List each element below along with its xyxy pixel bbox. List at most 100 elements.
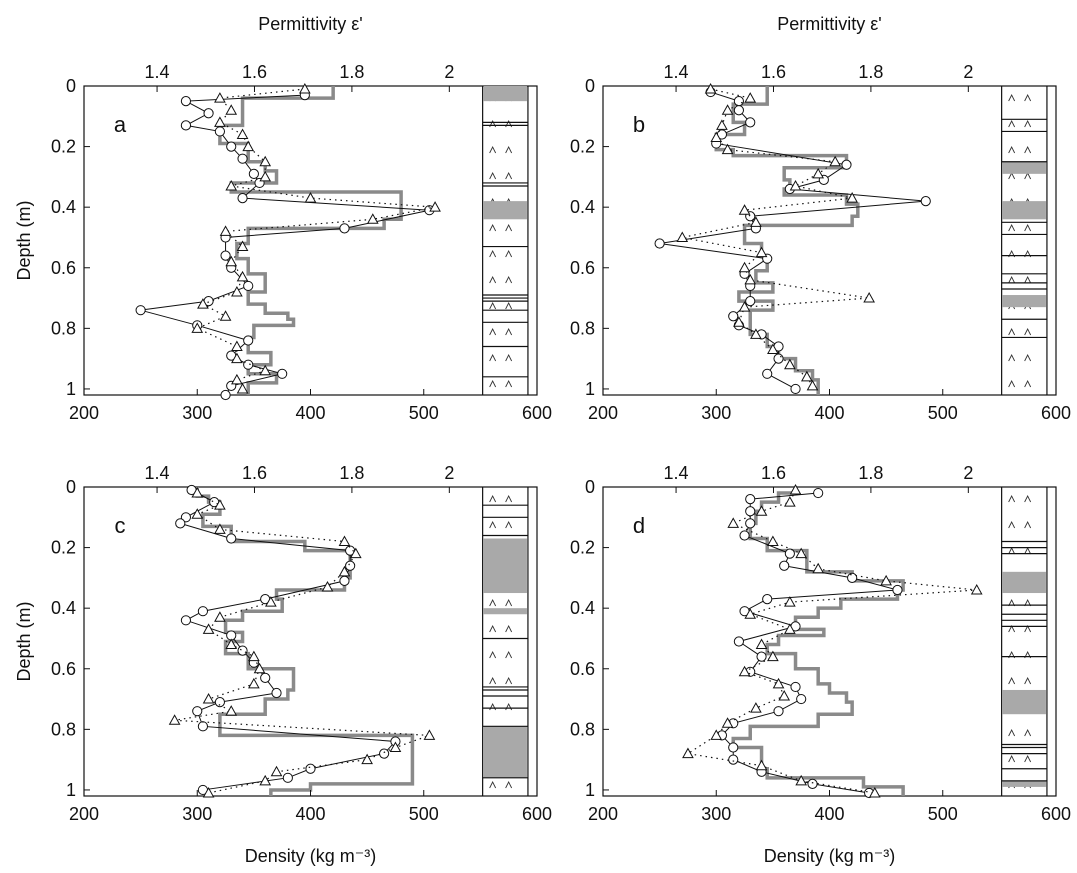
snow-caret: [1024, 171, 1032, 180]
density-step-line: [731, 487, 905, 796]
triangle-marker: [259, 774, 272, 786]
density-tick-label: 500: [928, 804, 958, 824]
snow-caret: [489, 223, 497, 232]
triangle-marker: [366, 213, 379, 224]
circle-marker: [305, 763, 316, 774]
circle-marker: [379, 748, 390, 759]
panel-c: 200 300 400 500 600 1.4 1.6 1.8 2 0 0.2 0.4 0.6 0.8 1 c…: [14, 463, 552, 866]
triangle-marker: [710, 131, 723, 142]
stratigraphy-column: [482, 487, 529, 796]
triangle-marker: [806, 379, 819, 391]
circle-marker: [175, 518, 186, 529]
plot-frame: [83, 85, 538, 396]
circle-marker: [226, 533, 237, 544]
snow-caret: [505, 598, 513, 607]
circle-marker: [271, 687, 282, 699]
snow-caret: [505, 676, 513, 685]
triangle-marker: [225, 638, 238, 650]
circle-marker: [841, 159, 852, 170]
ice-layer: [1002, 295, 1046, 308]
circle-marker: [277, 368, 288, 379]
density-step-line: [714, 86, 860, 395]
triangle-marker: [868, 786, 881, 798]
depth-tick-label: 0.8: [51, 719, 76, 739]
triangle-marker: [812, 167, 825, 179]
stratigraphy-column: [1001, 487, 1048, 796]
triangle-marker: [704, 82, 717, 94]
density-tick-label: 200: [69, 804, 99, 824]
snow-caret: [1008, 223, 1016, 232]
snow-caret: [489, 624, 497, 633]
permittivity-tick-label: 1.6: [761, 463, 786, 483]
snow-caret: [505, 171, 513, 180]
circle-marker: [745, 518, 756, 529]
circle-marker: [728, 311, 739, 322]
snow-caret: [1008, 676, 1016, 685]
snow-caret: [1024, 119, 1032, 128]
depth-tick-label: 0.2: [51, 137, 76, 157]
depth-tick-label: 0.4: [51, 197, 76, 217]
panel-label: c: [115, 513, 126, 538]
triangle-marker: [812, 562, 825, 574]
permittivity-tick-label: 1.4: [664, 463, 689, 483]
snow-caret: [1024, 249, 1032, 258]
permittivity-tick-label: 1.4: [145, 463, 170, 483]
triangle-marker: [214, 611, 226, 622]
triangle-marker: [784, 496, 796, 507]
triangle-marker: [236, 382, 249, 394]
density-tick-label: 500: [928, 403, 958, 423]
snow-caret: [1008, 379, 1016, 388]
snow-caret: [505, 624, 513, 633]
triangle-marker: [242, 140, 255, 152]
density-tick-label: 500: [409, 804, 439, 824]
density-tick-label: 300: [182, 403, 212, 423]
snow-caret: [489, 494, 497, 503]
circle-marker: [237, 645, 248, 656]
triangle-marker: [795, 547, 808, 559]
panel-b: 200 300 400 500 600 1.4 1.6 1.8 2 0 0.2 0.4 0.6 0.8 1 b…: [570, 14, 1071, 423]
triangle-marker: [259, 155, 272, 167]
panel-label: b: [633, 112, 645, 137]
triangle-marker: [191, 508, 204, 519]
snow-caret: [489, 301, 497, 310]
density-tick-label: 600: [522, 403, 552, 423]
triangle-marker: [778, 689, 791, 701]
permittivity-tick-label: 1.4: [145, 62, 170, 82]
triangle-marker: [970, 583, 983, 595]
triangle-marker: [750, 216, 762, 227]
density-axis-title: Density (kg m⁻³): [764, 846, 896, 866]
density-tick-label: 600: [1041, 804, 1071, 824]
snow-caret: [1024, 275, 1032, 284]
density-tick-label: 300: [182, 804, 212, 824]
triangle-marker: [191, 322, 204, 333]
snow-caret: [489, 275, 497, 284]
triangle-marker: [789, 483, 802, 495]
triangle-marker: [750, 328, 762, 339]
depth-tick-label: 0: [585, 76, 595, 96]
permittivity-tick-label: 2: [444, 62, 454, 82]
stratigraphy-column: [482, 86, 529, 395]
ice-layer: [483, 726, 527, 778]
circle-marker: [745, 506, 756, 517]
triangle-marker: [744, 92, 757, 103]
triangle-marker: [846, 192, 858, 203]
circle-marker: [739, 530, 750, 541]
snow-caret: [505, 249, 513, 258]
snow-caret: [1024, 650, 1032, 659]
triangle-marker: [755, 505, 768, 516]
triangle-marker: [738, 261, 751, 273]
triangle-marker: [738, 301, 751, 312]
triangle-marker: [236, 128, 249, 139]
snow-caret: [1024, 327, 1032, 336]
triangle-marker: [755, 246, 768, 258]
circle-marker: [226, 141, 237, 152]
circle-marker: [220, 389, 231, 401]
circle-marker: [920, 196, 931, 207]
circle-marker: [779, 560, 790, 571]
snow-caret: [489, 650, 497, 659]
triangle-marker: [338, 535, 351, 547]
ice-layer: [1002, 571, 1046, 594]
permittivity-tick-label: 1.8: [858, 62, 883, 82]
triangle-marker: [225, 255, 238, 267]
circle-marker: [654, 238, 665, 249]
